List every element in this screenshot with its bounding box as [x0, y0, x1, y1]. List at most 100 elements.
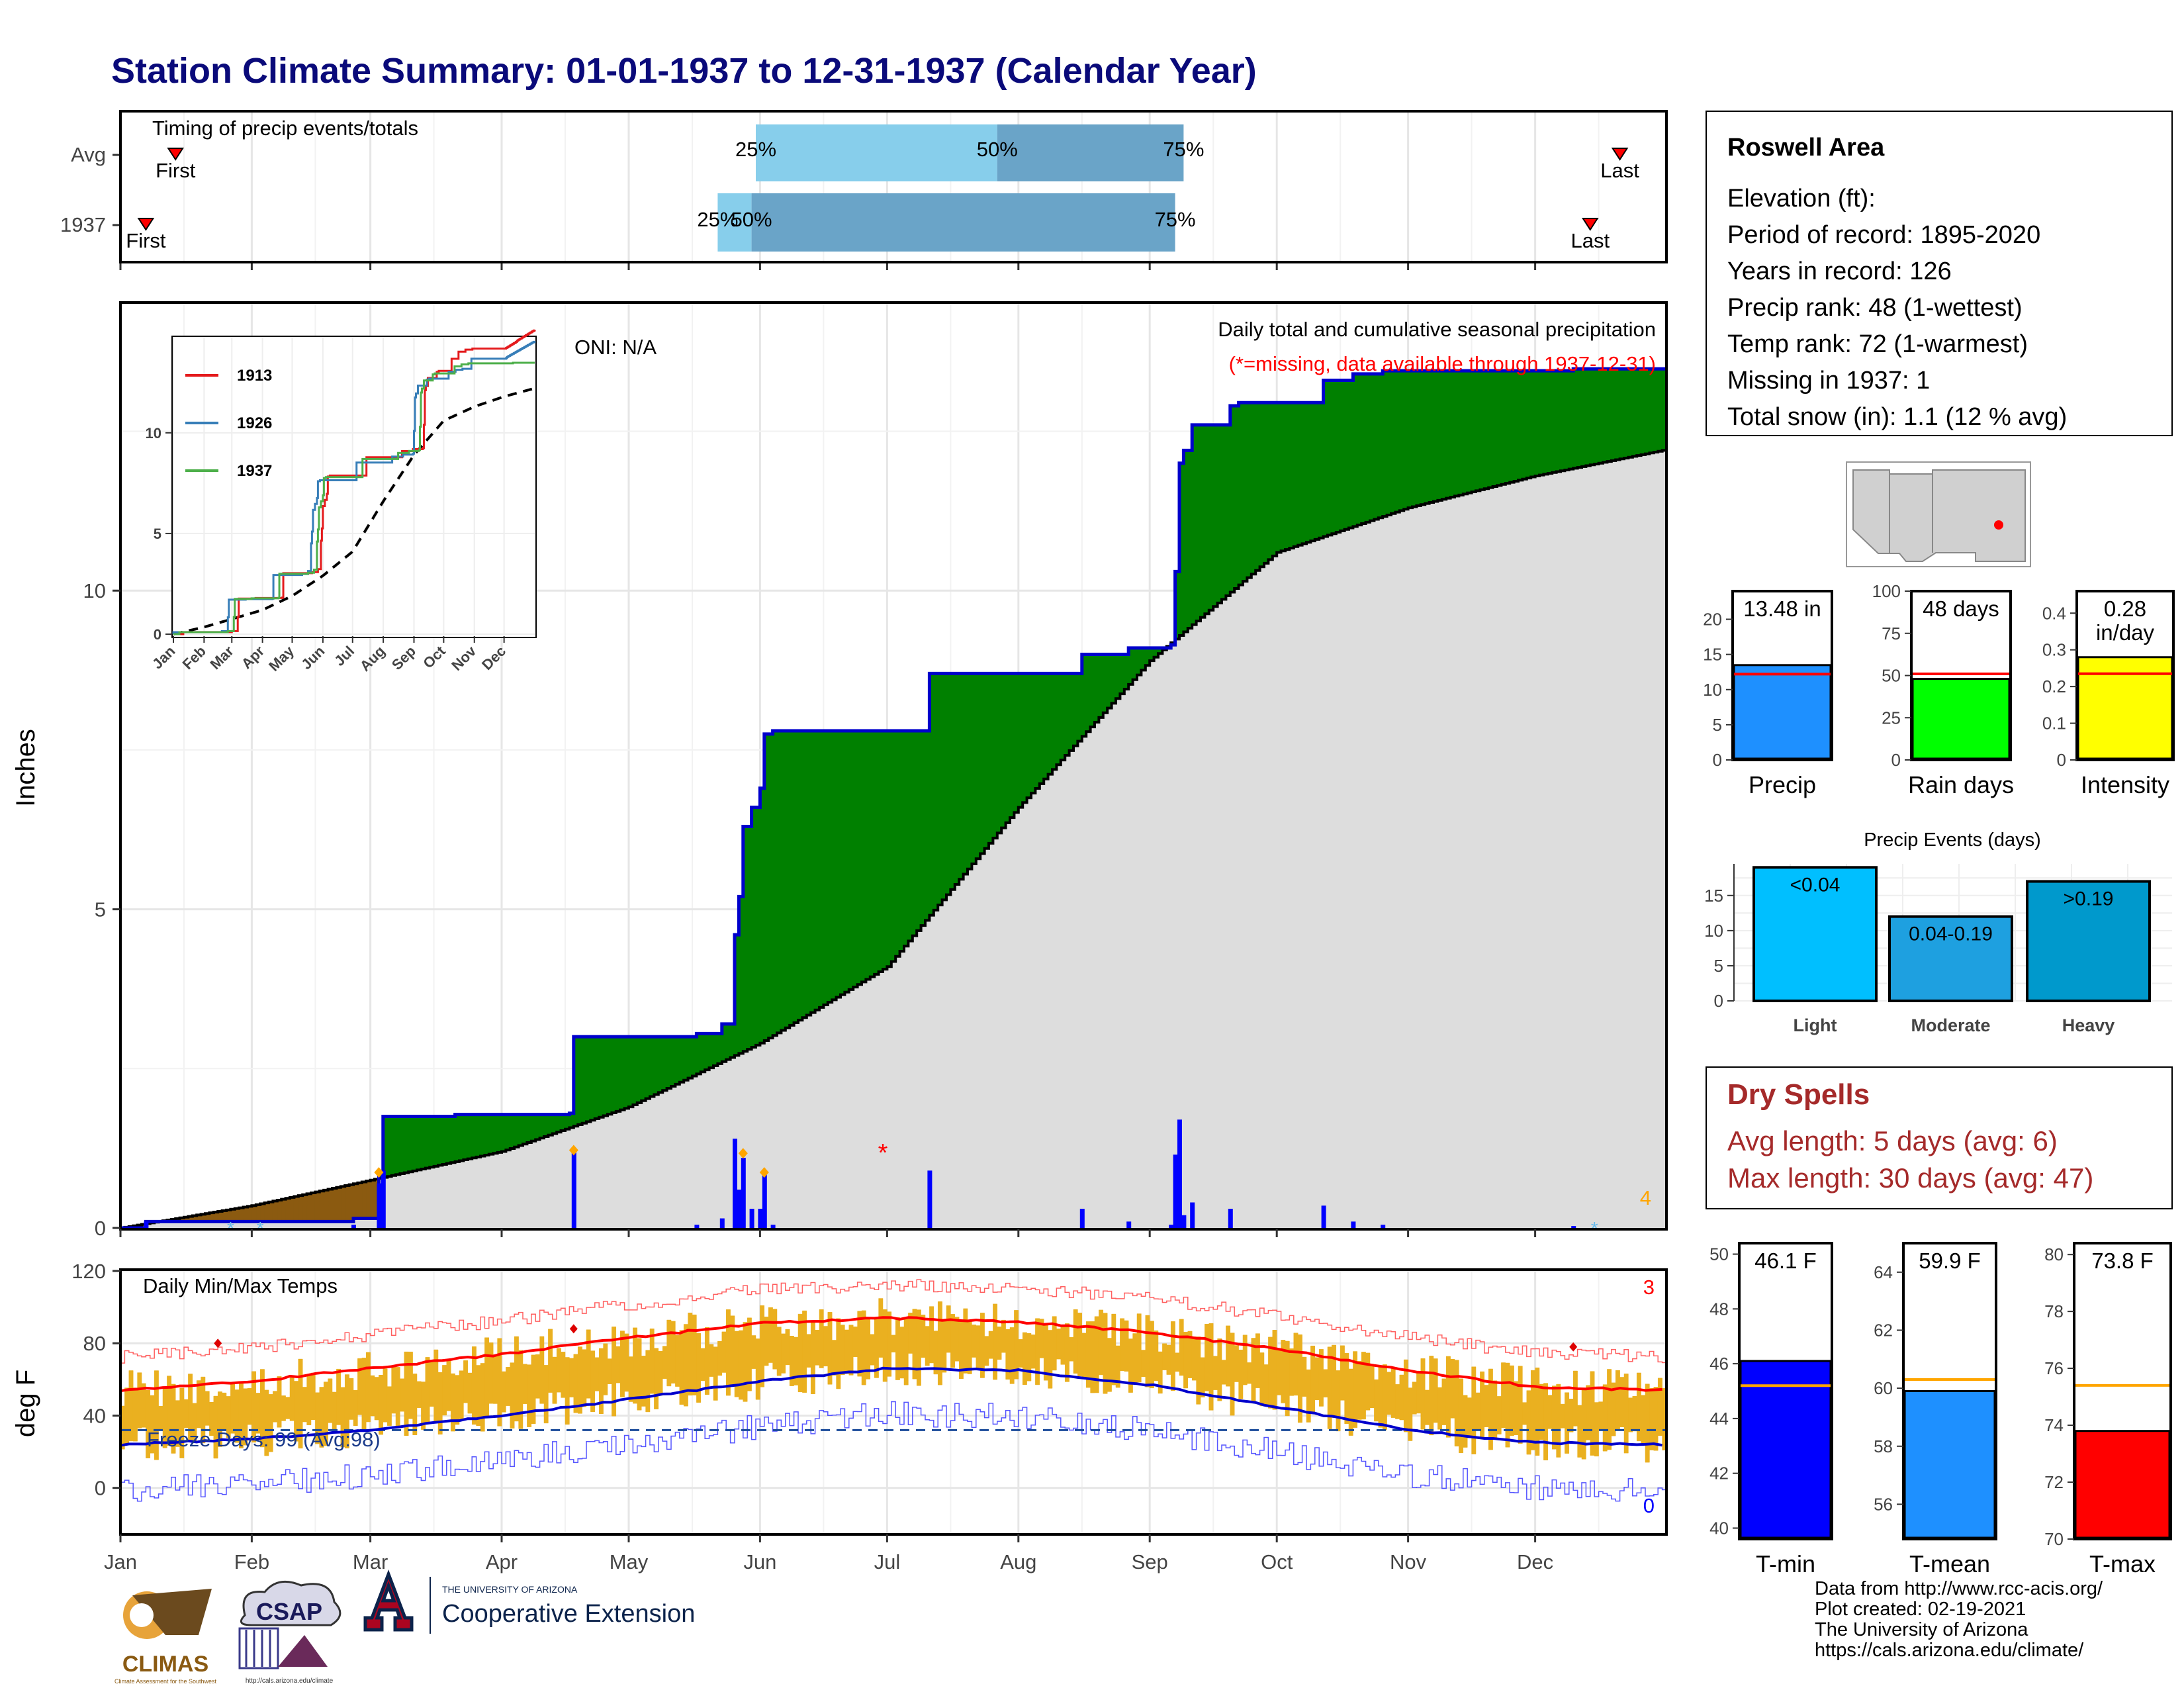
freeze-days-label: Freeze Days: 99 (Avg:98) [147, 1428, 381, 1451]
record-precip-marker [738, 1148, 748, 1159]
mini-y-tick-label: 60 [1874, 1378, 1893, 1398]
mini-y-tick-label: 25 [1882, 708, 1901, 727]
mini-y-tick-label: 50 [1882, 666, 1901, 686]
first-label: First [126, 229, 166, 252]
average-cumulative-area [120, 450, 1666, 1228]
daily-precip-bar [1169, 1225, 1174, 1228]
daily-precip-bar [1321, 1205, 1326, 1228]
mini-y-tick-label: 42 [1709, 1464, 1729, 1483]
daily-precip-bar [1177, 1119, 1182, 1228]
timing-row-avg-label: Avg [71, 143, 106, 166]
station-location-dot [1994, 520, 2003, 530]
record-high-line [120, 1279, 1666, 1364]
footer-line: Data from http://www.rcc-acis.org/ [1815, 1578, 2103, 1599]
mini-chart: 56 58 60 62 64 59.9 F T-mean [1874, 1242, 1997, 1577]
mini-y-tick-label: 50 [1709, 1244, 1729, 1264]
record-precip-marker [569, 1145, 578, 1156]
mini-y-tick-label: 76 [2044, 1358, 2064, 1378]
inset-legend-label: 1926 [237, 414, 272, 432]
inset-legend-label: 1937 [237, 462, 272, 480]
temp-y-axis-label: deg F [11, 1370, 40, 1437]
mini-value-label: 46.1 F [1754, 1248, 1817, 1273]
period-of-record: Period of record: 1895-2020 [1727, 221, 2040, 249]
inset-year-line [172, 340, 536, 634]
climas-subtext: Climate Assessment for the Southwest [114, 1678, 217, 1685]
month-label: Feb [234, 1550, 269, 1573]
mini-y-tick-label: 0 [2057, 750, 2066, 770]
mini-category-label: Precip [1749, 771, 1816, 798]
daily-precip-bar [1351, 1221, 1356, 1228]
inset-y-tick-label: 10 [146, 425, 161, 442]
events-y-tick-label: 5 [1714, 956, 1723, 976]
mini-value-label: 0.28 [2104, 596, 2146, 621]
average-tmin-line [120, 1366, 1662, 1447]
mini-value-label: 59.9 F [1919, 1248, 1981, 1273]
month-label: Aug [1000, 1550, 1036, 1573]
mini-y-tick-label: 72 [2044, 1472, 2064, 1492]
mini-y-tick-label: 46 [1709, 1354, 1729, 1374]
mini-y-tick-label: 5 [1713, 715, 1722, 735]
elevation: Elevation (ft): [1727, 185, 1876, 212]
mini-value-label: 73.8 F [2091, 1248, 2154, 1273]
record-temp-marker [569, 1324, 578, 1334]
daily-precip-bar [1181, 1215, 1187, 1228]
daily-precip-bar [1381, 1225, 1386, 1228]
events-category-label: Light [1794, 1015, 1837, 1035]
inset-y-tick-label: 5 [154, 526, 161, 542]
month-label: Mar [353, 1550, 388, 1573]
precip-events-chart: Precip Events (days) 0 5 10 15 <0.04 Light 0.04… [1704, 829, 2172, 1035]
month-label: Sep [1132, 1550, 1168, 1573]
mini-value-label: in/day [2096, 620, 2155, 645]
csap-text: CSAP [256, 1598, 322, 1625]
y-tick-label: 0 [95, 1217, 106, 1240]
daily-precip-bar [381, 1170, 386, 1228]
temp-panel: 0 40 80 120 deg F Daily Min/Max Temps Freez… [11, 1260, 1668, 1573]
logos: CLIMAS Climate Assessment for the Southw… [114, 1569, 695, 1685]
timing-row-year-label: 1937 [60, 213, 106, 236]
events-category-label: Moderate [1911, 1015, 1990, 1035]
mini-y-tick-label: 0.2 [2042, 677, 2066, 696]
temp-rank: Temp rank: 72 (1-warmest) [1727, 330, 2028, 358]
daily-precip-bar [927, 1170, 933, 1228]
daily-precip-bar [1228, 1209, 1233, 1228]
precip-rank: Precip rank: 48 (1-wettest) [1727, 294, 2023, 322]
mini-y-tick-label: 44 [1709, 1409, 1729, 1429]
inset-y-tick-label: 0 [154, 626, 161, 643]
mini-y-tick-label: 75 [1882, 624, 1901, 643]
y-tick-label: 0 [95, 1477, 106, 1500]
record-low-line [120, 1401, 1666, 1502]
record-temp-marker [214, 1338, 222, 1348]
mini-value-label: 13.48 in [1743, 596, 1821, 621]
daily-precip-bar [571, 1151, 576, 1228]
daily-precip-bar [770, 1225, 776, 1228]
y-tick-label: 120 [71, 1260, 106, 1283]
q25-label: 25% [735, 138, 776, 161]
q25-label: 25% [697, 208, 738, 231]
mini-value-bar [1911, 678, 2011, 760]
mini-category-label: T-min [1756, 1550, 1815, 1577]
last-label: Last [1570, 229, 1610, 252]
mini-y-tick-label: 100 [1872, 581, 1901, 601]
mini-y-tick-label: 0 [1713, 750, 1722, 770]
record-precip-marker [374, 1167, 384, 1178]
mini-y-tick-label: 56 [1874, 1494, 1893, 1514]
mini-chart: 70 72 74 76 78 80 73.8 F T-max [2044, 1242, 2172, 1577]
timing-title: Timing of precip events/totals [152, 117, 418, 140]
mini-value-bar [1903, 1390, 1996, 1539]
daily-precip-bar [737, 1190, 742, 1228]
daily-precip-bar [1190, 1202, 1195, 1228]
precip-y-axis-label: Inches [11, 729, 40, 807]
mini-chart: 0 5 10 15 20 13.48 in Precip [1703, 590, 1833, 798]
missing-day-marker: * [878, 1139, 888, 1167]
daily-precip-bar [1173, 1154, 1178, 1228]
mini-y-tick-label: 15 [1703, 645, 1722, 665]
daily-precip-bar [733, 1139, 737, 1228]
hot-count: 3 [1643, 1276, 1655, 1299]
events-bar-label: 0.04-0.19 [1909, 923, 1993, 945]
inset-year-line [173, 329, 536, 635]
events-bar [1752, 866, 1878, 1003]
mini-y-tick-label: 48 [1709, 1299, 1729, 1319]
month-label: Nov [1390, 1550, 1427, 1573]
ua-small-text: THE UNIVERSITY OF ARIZONA [442, 1584, 578, 1595]
